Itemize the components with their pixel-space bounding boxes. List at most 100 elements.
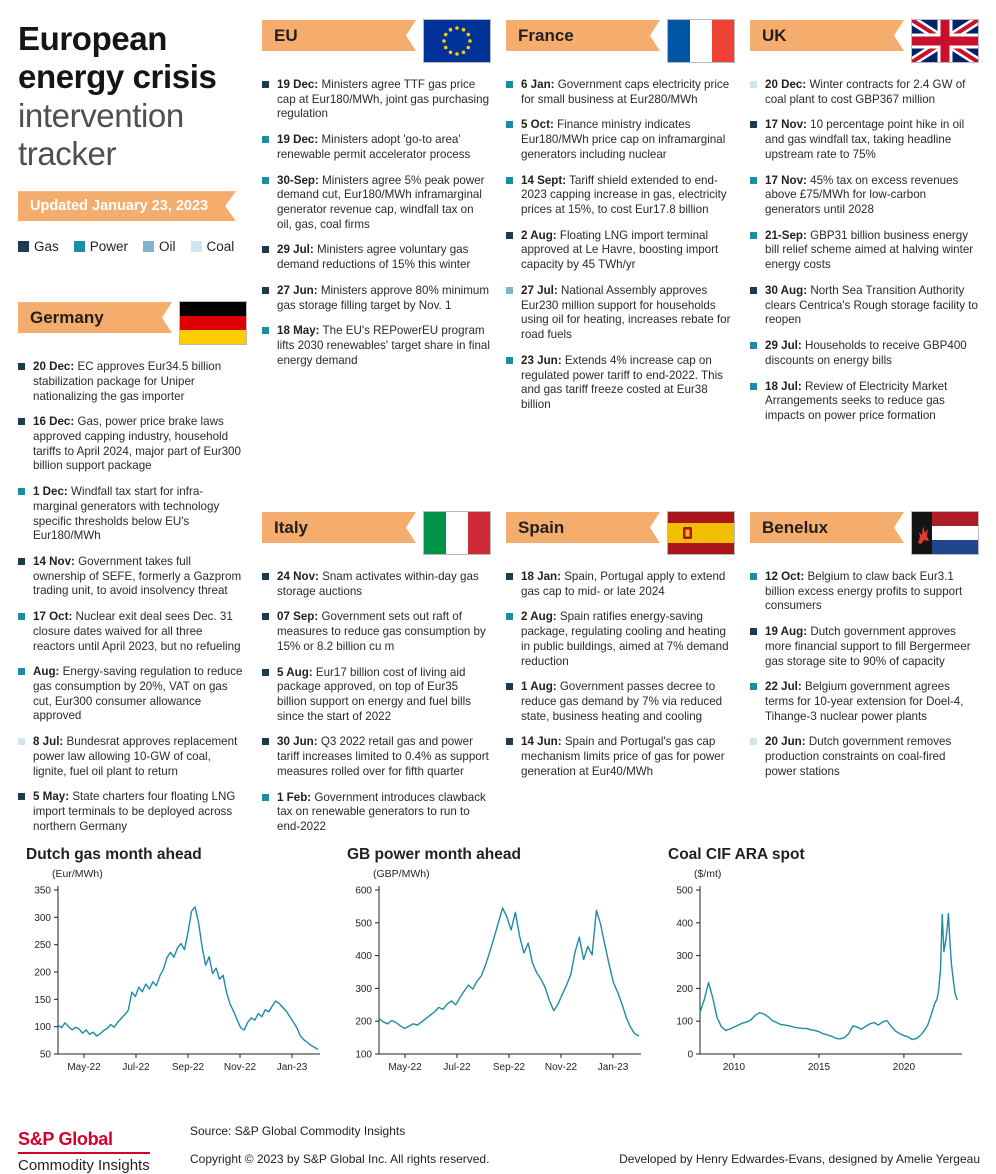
event-item: 29 Jul: Ministers agree voluntary gas de… [262,243,490,272]
event-item: 6 Jan: Government caps electricity price… [506,78,734,107]
event-text: Dutch government approves more financial… [765,625,971,668]
event-text: Government introduces clawback tax on re… [277,790,486,834]
event-item: 30 Aug: North Sea Transition Authority c… [750,284,978,328]
event-text: Snam activates within-day gas storage au… [277,570,479,598]
gas-bullet-icon [750,121,757,129]
event-item: 17 Oct: Nuclear exit deal sees Dec. 31 c… [18,610,246,654]
legend-label: Gas [34,239,59,255]
oil-swatch-icon [143,241,155,253]
section-eu: EU 19 Dec: Ministers agree TTF gas price… [262,19,491,512]
section-spain: Spain 18 Jan: Spain, Portugal apply to e… [506,511,735,791]
event-date: 12 Oct: [765,570,805,583]
svg-text:Sep-22: Sep-22 [172,1062,205,1073]
chart-plot-area: 100 200 300 400 500 600 May-22 Jul-22 Sep-22 Nov-… [355,886,641,1073]
event-item: Aug: Energy-saving regulation to reduce … [18,665,246,724]
svg-text:Jul-22: Jul-22 [443,1062,471,1073]
section-banner-spain: Spain [506,512,660,543]
eu-flag-icon [423,19,491,63]
chart-dutch-gas: Dutch gas month ahead (Eur/MWh) 50 100 150 20… [22,846,328,1080]
power-bullet-icon [506,121,513,129]
svg-text:600: 600 [355,886,372,897]
event-text: GBP31 billion business energy bill relie… [765,228,974,272]
chart-unit-label: (GBP/MWh) [373,868,430,880]
power-bullet-icon [18,613,25,621]
event-text: Tariff shield extended to end-2023 cappi… [521,173,727,217]
svg-text:100: 100 [676,1017,693,1028]
event-text: Spain ratifies energy-saving package, re… [521,610,729,668]
event-date: 30-Sep: [277,173,319,187]
event-text: Eur17 billion cost of living aid package… [277,665,471,723]
event-date: 18 May: [277,324,320,338]
chart-title: GB power month ahead [347,846,521,863]
event-date: 19 Dec: [277,78,319,91]
event-text: Ministers agree voluntary gas demand red… [277,243,471,272]
svg-text:200: 200 [676,984,693,995]
event-date: 1 Dec: [33,485,68,499]
event-date: 17 Nov: [765,118,807,132]
event-date: 27 Jun: [277,283,318,297]
event-item: 5 Oct: Finance ministry indicates Eur180… [506,118,734,162]
event-text: State charters four floating LNG import … [33,790,236,833]
event-item: 1 Feb: Government introduces clawback ta… [262,791,490,835]
title-bold: European energy crisis [18,20,217,96]
event-item: 19 Aug: Dutch government approves more f… [750,625,978,669]
section-france: France 6 Jan: Government caps electricit… [506,19,735,512]
footer: S&P Global Commodity Insights Source: S&… [0,1114,996,1174]
svg-text:300: 300 [34,913,51,924]
legend-item-gas: Gas [18,239,59,254]
event-date: 14 Nov: [33,554,75,568]
event-date: 5 Aug: [277,665,313,679]
sp-global-logo: S&P Global Commodity Insights [18,1129,150,1174]
event-text: Energy-saving regulation to reduce gas c… [33,665,243,723]
event-date: Aug: [33,665,60,679]
event-date: 16 Dec: [33,415,75,429]
event-date: 27 Jul: [521,283,558,297]
event-text: Spain, Portugal apply to extend gas cap … [521,570,726,598]
svg-text:100: 100 [355,1050,372,1061]
gas-bullet-icon [750,628,757,636]
oil-bullet-icon [506,286,513,294]
gas-bullet-icon [262,81,269,88]
svg-text:400: 400 [355,951,372,962]
coal-bullet-icon [750,738,757,746]
event-date: 24 Nov: [277,570,319,583]
svg-text:Jul-22: Jul-22 [122,1062,150,1073]
event-item: 27 Jul: National Assembly approves Eur23… [506,284,734,343]
section-benelux: Benelux 12 Oct: Belgium to claw back Eur… [750,511,979,791]
event-text: Government caps electricity price for sm… [521,78,730,106]
power-swatch-icon [73,241,85,253]
svg-text:200: 200 [34,968,51,979]
gas-bullet-icon [506,738,513,746]
section-banner-italy: Italy [262,512,416,543]
event-list-france: 6 Jan: Government caps electricity price… [506,78,734,413]
gas-swatch-icon [18,241,29,253]
event-text: Government takes full ownership of SEFE,… [33,554,242,598]
title-light: intervention tracker [18,96,184,172]
event-text: Ministers adopt 'go-to area' renewable p… [277,133,471,161]
event-date: 14 Jun: [521,735,562,749]
event-item: 14 Nov: Government takes full ownership … [18,555,246,599]
chart-unit-label: ($/mt) [694,868,722,880]
legend-label: Coal [206,239,235,255]
event-date: 20 Jun: [765,735,806,749]
chart-unit-label: (Eur/MWh) [52,868,103,880]
column-3: France 6 Jan: Government caps electricit… [506,19,735,791]
event-text: 10 percentage point hike in oil and gas … [765,118,965,161]
logo-sp-global: S&P Global [18,1129,113,1149]
power-bullet-icon [506,613,513,621]
svg-text:Jan-23: Jan-23 [277,1062,308,1073]
event-text: Finance ministry indicates Eur180/MWh pr… [521,118,726,161]
legend-item-coal: Coal [190,239,235,255]
gas-bullet-icon [18,418,25,426]
event-date: 5 May: [33,790,70,804]
event-text: Extends 4% increase cap on regulated pow… [521,353,723,411]
section-header-germany: Germany [18,301,247,346]
power-bullet-icon [750,231,757,239]
event-item: 23 Jun: Extends 4% increase cap on regul… [506,354,734,413]
event-item: 24 Nov: Snam activates within-day gas st… [262,570,490,599]
chart-coal-ara: Coal CIF ARA spot ($/mt) 0 100 200 300 400 500 2… [664,846,970,1080]
svg-text:Nov-22: Nov-22 [224,1062,257,1073]
italy-flag-icon [423,511,491,555]
event-text: North Sea Transition Authority clears Ce… [765,283,978,327]
